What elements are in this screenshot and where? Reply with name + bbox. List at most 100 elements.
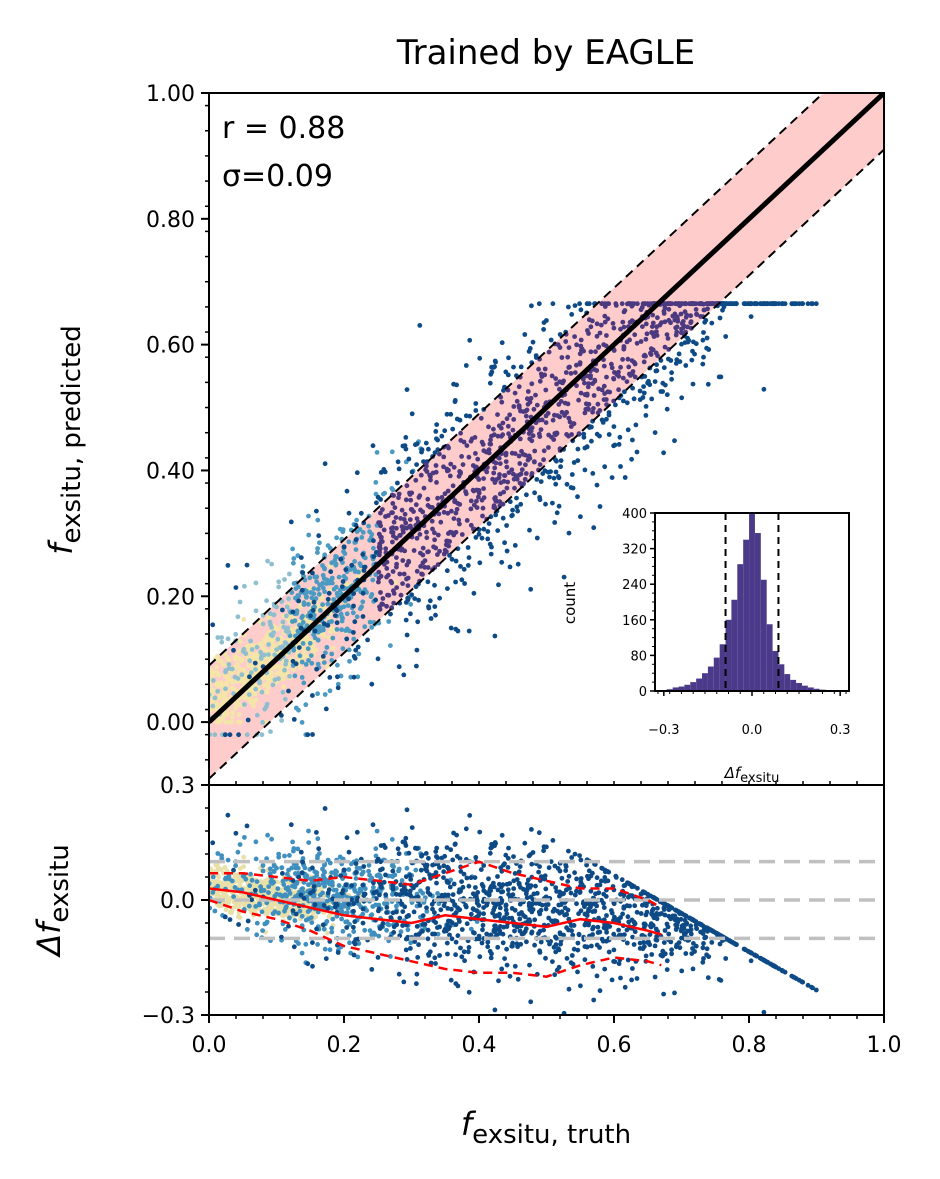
histogram-bar: [796, 682, 802, 691]
scatter-point: [233, 705, 238, 711]
scatter-point: [518, 408, 523, 414]
residual-point: [489, 951, 494, 957]
residual-point: [416, 932, 421, 938]
residual-point: [556, 964, 562, 970]
scatter-point: [215, 635, 221, 640]
residual-y-tick-label: −0.3: [142, 1004, 195, 1029]
residual-point: [403, 947, 409, 953]
residual-point: [397, 915, 403, 921]
residual-point: [346, 867, 352, 872]
residual-point: [640, 902, 645, 908]
median-curve: [209, 887, 662, 936]
scatter-point: [312, 628, 318, 634]
residual-point: [227, 884, 233, 889]
scatter-point: [316, 591, 322, 597]
scatter-point: [403, 435, 409, 440]
scatter-point: [563, 339, 569, 344]
residual-point: [643, 922, 648, 928]
residual-y-tick-label: 0.3: [160, 774, 195, 799]
scatter-point: [295, 593, 301, 598]
scatter-point: [210, 703, 216, 709]
scatter-point: [529, 438, 535, 444]
scatter-point: [616, 387, 621, 393]
scatter-point: [567, 364, 572, 370]
residual-point: [468, 911, 474, 917]
scatter-point: [299, 675, 305, 680]
residual-point: [619, 877, 625, 883]
scatter-point: [383, 514, 388, 519]
scatter-point: [237, 666, 243, 672]
scatter-point: [487, 441, 493, 447]
scatter-point: [620, 319, 626, 325]
scatter-point: [426, 446, 431, 452]
scatter-point: [677, 303, 683, 309]
residual-point: [312, 902, 318, 908]
scatter-point: [324, 645, 330, 650]
scatter-point: [300, 641, 306, 646]
residual-point: [306, 840, 312, 845]
histogram-x-tick-label: 0.3: [830, 723, 851, 738]
residual-point: [340, 888, 346, 893]
residual-point: [388, 915, 394, 920]
residual-point: [463, 902, 468, 908]
scatter-point: [457, 521, 462, 527]
residual-point: [360, 882, 366, 888]
scatter-point: [322, 692, 328, 697]
residual-point: [241, 854, 247, 860]
residual-point: [427, 872, 432, 878]
residual-point: [376, 902, 382, 908]
residual-point: [536, 830, 542, 836]
residual-point: [367, 928, 373, 933]
residual-point: [325, 906, 331, 911]
residual-point: [269, 889, 275, 895]
scatter-point: [522, 332, 528, 337]
residual-point: [315, 855, 320, 861]
scatter-point: [617, 434, 623, 440]
residual-point: [367, 872, 372, 878]
scatter-point: [468, 498, 474, 504]
residual-point: [377, 892, 382, 898]
residual-point: [461, 871, 467, 877]
scatter-point: [604, 416, 609, 422]
residual-point: [322, 869, 327, 875]
scatter-point: [239, 672, 245, 678]
scatter-point: [507, 412, 513, 418]
scatter-point: [307, 575, 313, 581]
scatter-point: [506, 431, 511, 437]
scatter-point: [344, 626, 350, 632]
residual-point: [477, 829, 483, 835]
scatter-point: [416, 597, 421, 603]
scatter-point: [643, 413, 649, 418]
residual-point: [705, 975, 711, 981]
one-to-one-line: [209, 93, 884, 724]
scatter-point: [629, 358, 635, 363]
scatter-point: [216, 703, 222, 709]
residual-point: [423, 851, 429, 856]
residual-point: [385, 921, 390, 927]
residual-point: [433, 961, 438, 966]
residual-point: [254, 920, 260, 926]
scatter-point: [511, 364, 516, 370]
residual-point: [445, 951, 450, 957]
scatter-point: [518, 501, 524, 507]
scatter-point: [554, 510, 560, 516]
residual-point: [481, 863, 487, 868]
residual-point: [329, 929, 335, 935]
residual-point: [340, 928, 346, 934]
residual-point: [327, 881, 332, 887]
residual-point: [306, 828, 311, 834]
residual-point: [384, 905, 390, 910]
residual-point: [537, 864, 542, 869]
scatter-point: [401, 571, 407, 577]
residual-point: [679, 968, 685, 974]
residual-point: [373, 846, 379, 852]
scatter-point: [523, 413, 529, 419]
scatter-point: [303, 662, 309, 667]
residual-point: [339, 916, 344, 922]
residual-point: [441, 875, 446, 880]
scatter-point: [548, 337, 554, 343]
residual-point: [657, 911, 663, 917]
scatter-point: [574, 383, 579, 389]
scatter-point: [407, 517, 413, 522]
residual-point: [361, 864, 367, 869]
